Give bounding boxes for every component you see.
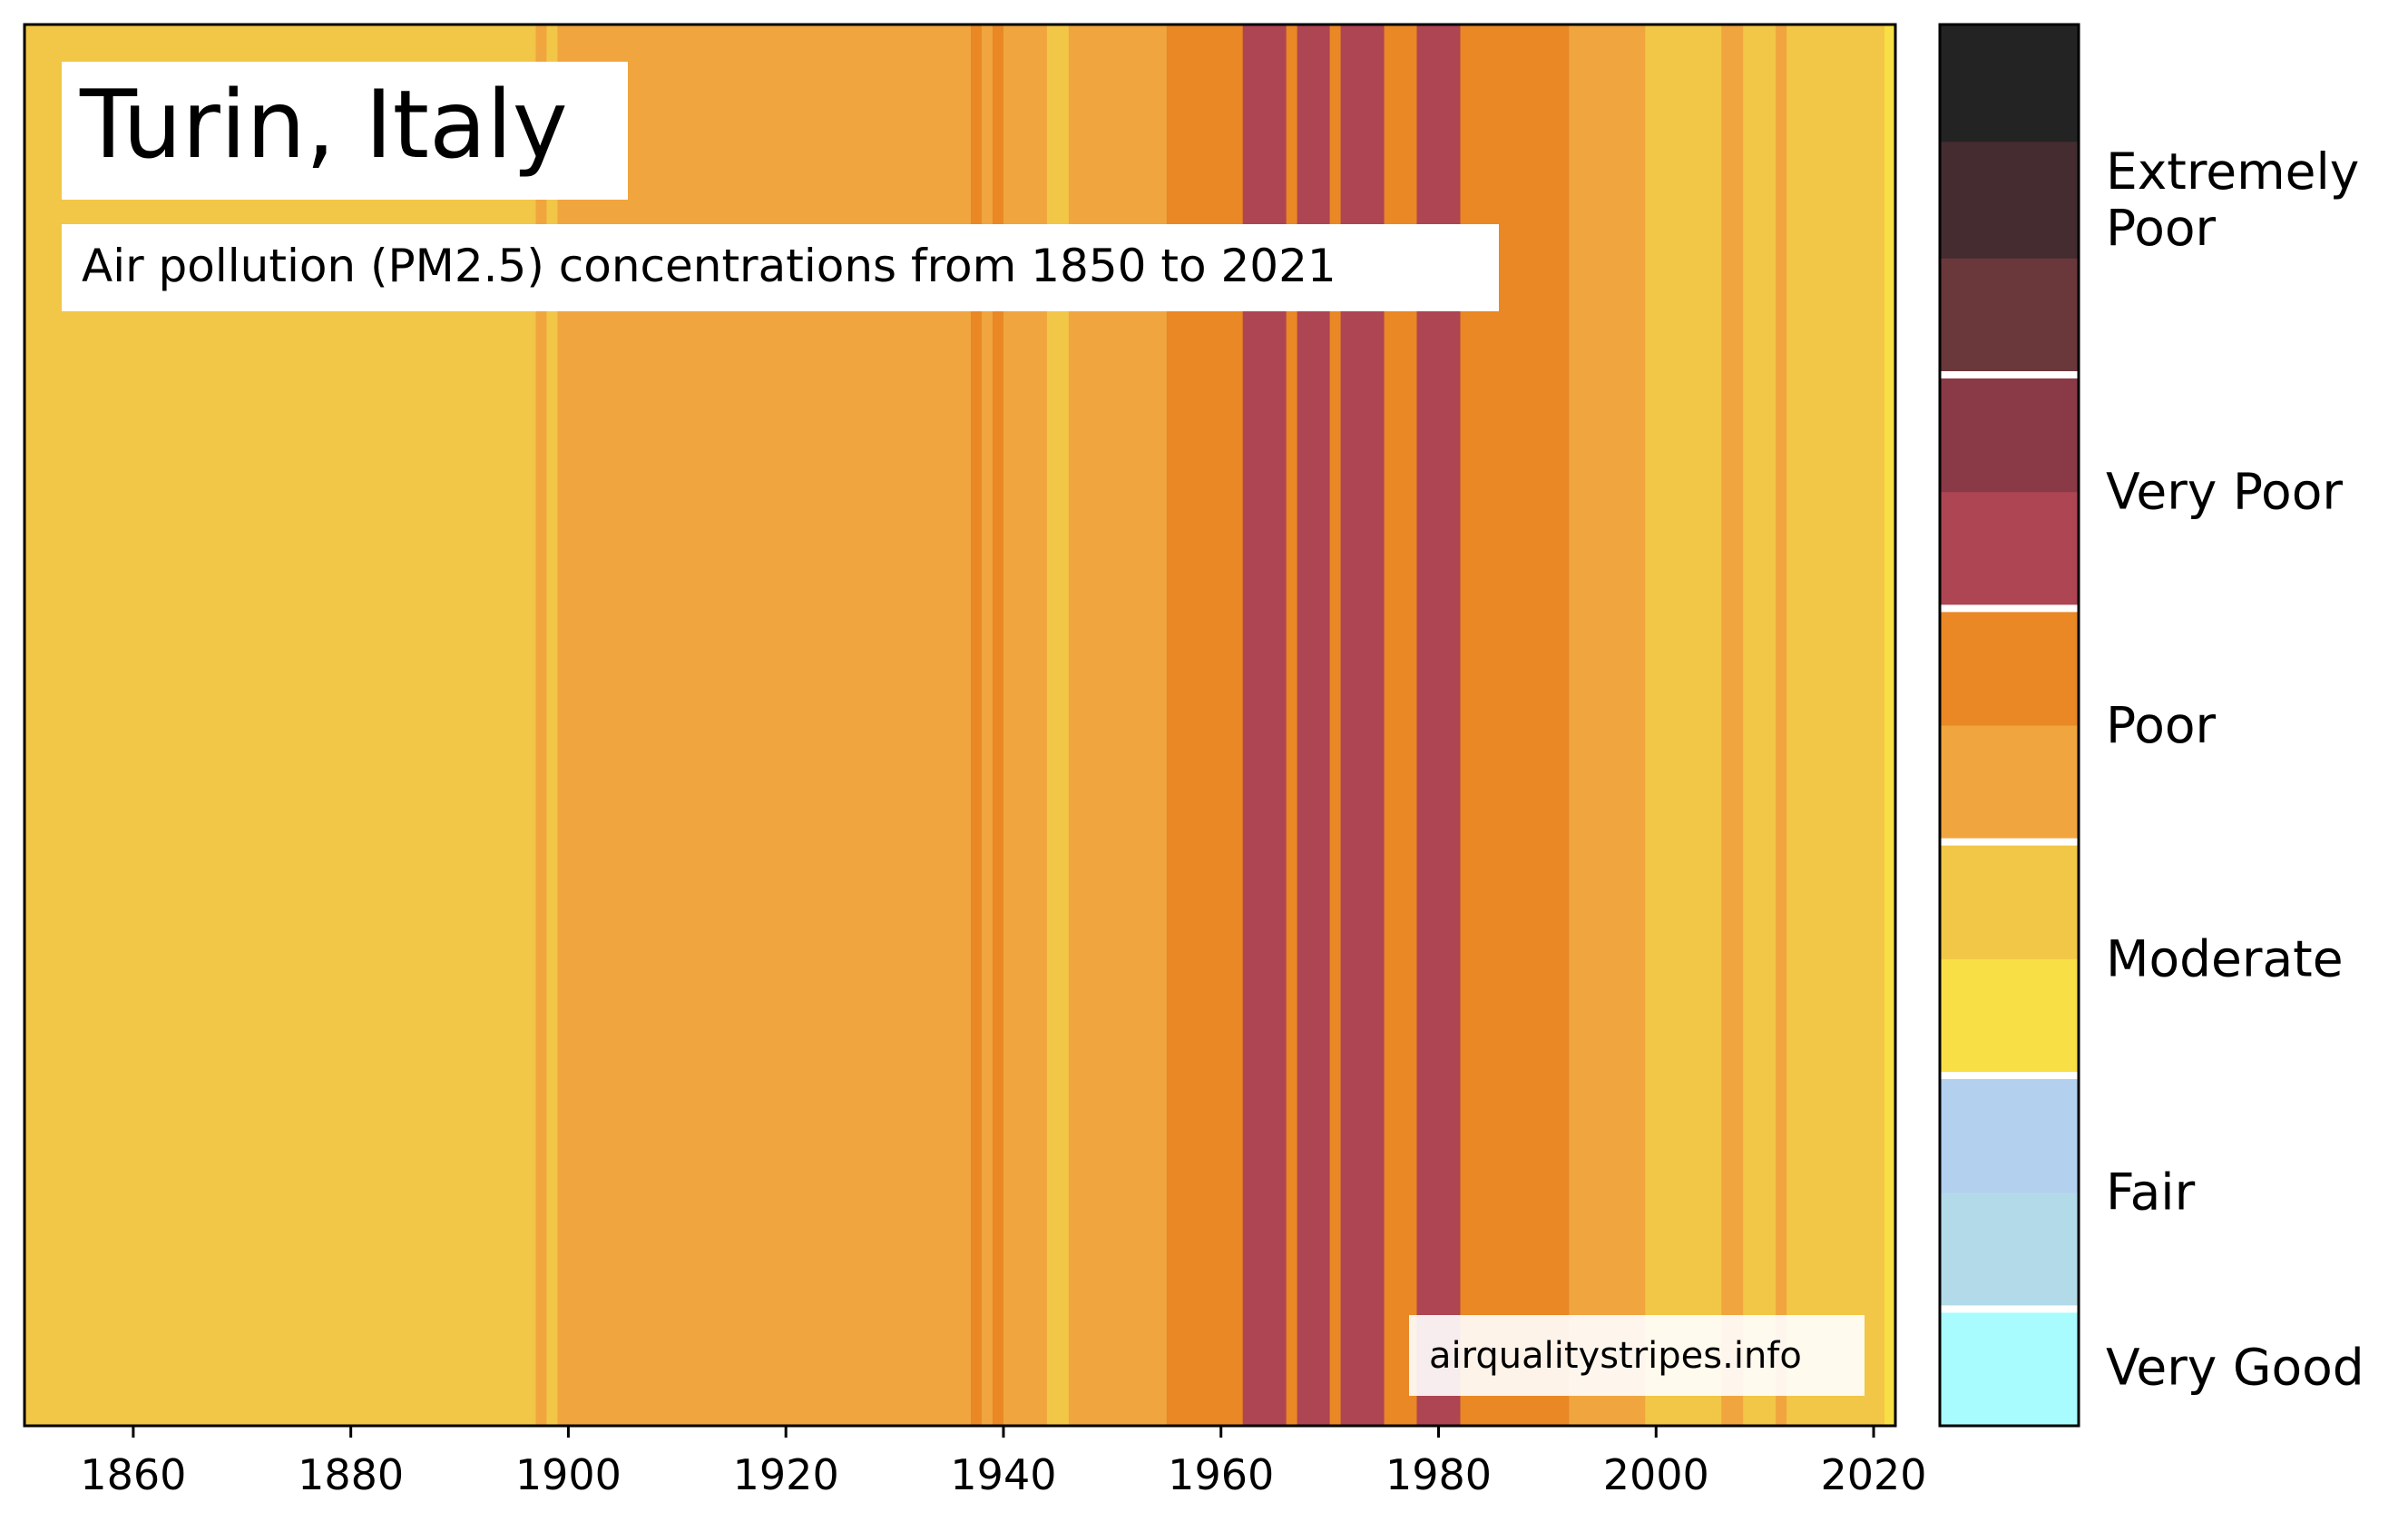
subtitle-box: Air pollution (PM2.5) concentrations fro… (62, 224, 1499, 311)
colorbar-band-8 (1940, 375, 2079, 493)
stripe-1938 (981, 25, 994, 1426)
x-tick-label-1880: 1880 (298, 1450, 404, 1499)
colorbar-band-9 (1940, 258, 2079, 376)
colorbar-label-extremely-poor: Extremely Poor (2106, 142, 2359, 257)
x-tick-label-1940: 1940 (950, 1450, 1056, 1499)
stripe-1970 (1329, 25, 1342, 1426)
stripe-2008 (1743, 25, 1777, 1426)
stripe-2006 (1721, 25, 1744, 1426)
x-axis: 1860 1880 1900 1920 1940 1960 1980 2000 2020 (80, 1426, 1927, 1499)
title-box: Turin, Italy (62, 62, 628, 200)
stripe-2012 (1786, 25, 1885, 1426)
plot-frame (23, 23, 1897, 1428)
colorbar-frame (1938, 23, 2080, 1428)
x-tick-label-1860: 1860 (80, 1450, 186, 1499)
watermark-box: airqualitystripes.info (1409, 1315, 1865, 1396)
x-tick-label-1980: 1980 (1385, 1450, 1492, 1499)
x-tick-label-1920: 1920 (733, 1450, 839, 1499)
stripe-1966 (1286, 25, 1298, 1426)
colorbar-label-very-poor: Very Poor (2106, 463, 2343, 521)
watermark-text: airqualitystripes.info (1429, 1335, 1802, 1377)
stripe-1898 (546, 25, 559, 1426)
colorbar-label-fair: Fair (2106, 1164, 2196, 1222)
stripe-1897 (535, 25, 548, 1426)
stripe-2011 (1776, 25, 1787, 1426)
stripe-2021 (1884, 25, 1896, 1426)
stripe-1992 (1569, 25, 1646, 1426)
colorbar-band-4 (1940, 841, 2079, 959)
colorbar-band-0 (1940, 1309, 2079, 1427)
stripe-1999 (1645, 25, 1722, 1426)
subtitle-background (62, 224, 1499, 311)
colorbar-labels: Very Good Fair Moderate Poor Very Poor Extrem… (2106, 142, 2364, 1397)
chart-subtitle: Air pollution (PM2.5) concentrations fro… (82, 240, 1336, 292)
colorbar-band-1 (1940, 1192, 2079, 1310)
x-tick-label-1900: 1900 (515, 1450, 622, 1499)
x-tick-label-2000: 2000 (1603, 1450, 1709, 1499)
colorbar-label-poor: Poor (2106, 696, 2217, 754)
stripe-1937 (970, 25, 983, 1426)
colorbar-band-2 (1940, 1075, 2079, 1193)
x-tick-label-2020: 2020 (1820, 1450, 1926, 1499)
colorbar-band-10 (1940, 141, 2079, 259)
colorbar-band-7 (1940, 491, 2079, 609)
colorbar-band-3 (1940, 958, 2079, 1076)
colorbar-band-6 (1940, 608, 2079, 726)
chart-title: Turin, Italy (79, 71, 568, 180)
colorbar-band-5 (1940, 725, 2079, 843)
x-tick-label-1960: 1960 (1168, 1450, 1274, 1499)
title-background (62, 62, 628, 200)
colorbar-band-11 (1940, 25, 2079, 142)
colorbar-label-very-good: Very Good (2106, 1339, 2364, 1397)
colorbar-label-moderate: Moderate (2106, 929, 2344, 987)
stripe-1939 (992, 25, 1004, 1426)
colorbar (1940, 25, 2079, 1427)
watermark-background (1409, 1315, 1865, 1396)
